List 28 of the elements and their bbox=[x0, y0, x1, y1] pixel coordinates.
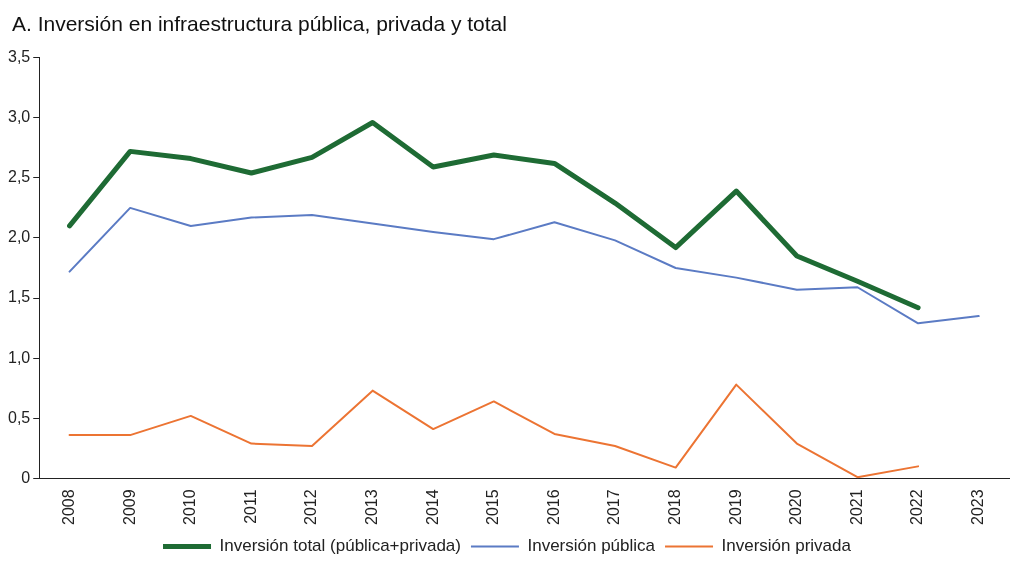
y-tick-label: 2,5 bbox=[7, 168, 31, 186]
legend-label: Inversión pública bbox=[527, 536, 656, 556]
y-tick-label: 3,5 bbox=[7, 48, 31, 66]
x-tick-label: 2017 bbox=[605, 489, 623, 525]
x-tick-label: 2021 bbox=[847, 489, 865, 525]
x-tick-label: 2019 bbox=[726, 489, 744, 525]
x-tick-label: 2018 bbox=[666, 489, 684, 525]
x-tick-label: 2009 bbox=[120, 489, 138, 525]
y-tick-label: 0,5 bbox=[7, 408, 31, 426]
legend-label: Inversión privada bbox=[721, 536, 852, 556]
y-tick-label: 0 bbox=[21, 468, 31, 486]
x-tick-label: 2022 bbox=[908, 489, 926, 525]
y-tick-label: 2,0 bbox=[7, 228, 31, 246]
x-tick-label: 2014 bbox=[423, 489, 441, 525]
y-tick-label: 3,0 bbox=[7, 108, 31, 126]
y-tick-label: 1,5 bbox=[7, 288, 31, 306]
x-tick-label: 2012 bbox=[302, 489, 320, 525]
x-tick-label: 2008 bbox=[59, 489, 77, 525]
x-tick-label: 2011 bbox=[241, 489, 259, 524]
x-tick-label: 2015 bbox=[484, 489, 502, 525]
y-tick-label: 1,0 bbox=[7, 348, 31, 366]
legend-label: Inversión total (pública+privada) bbox=[219, 536, 461, 556]
x-tick-label: 2023 bbox=[969, 489, 987, 525]
chart-title: A. Inversión en infraestructura pública, privada y total bbox=[12, 12, 507, 36]
x-tick-label: 2020 bbox=[787, 489, 805, 525]
x-tick-label: 2010 bbox=[181, 489, 199, 525]
x-tick-label: 2013 bbox=[363, 489, 380, 525]
x-tick-label: 2016 bbox=[544, 489, 562, 525]
